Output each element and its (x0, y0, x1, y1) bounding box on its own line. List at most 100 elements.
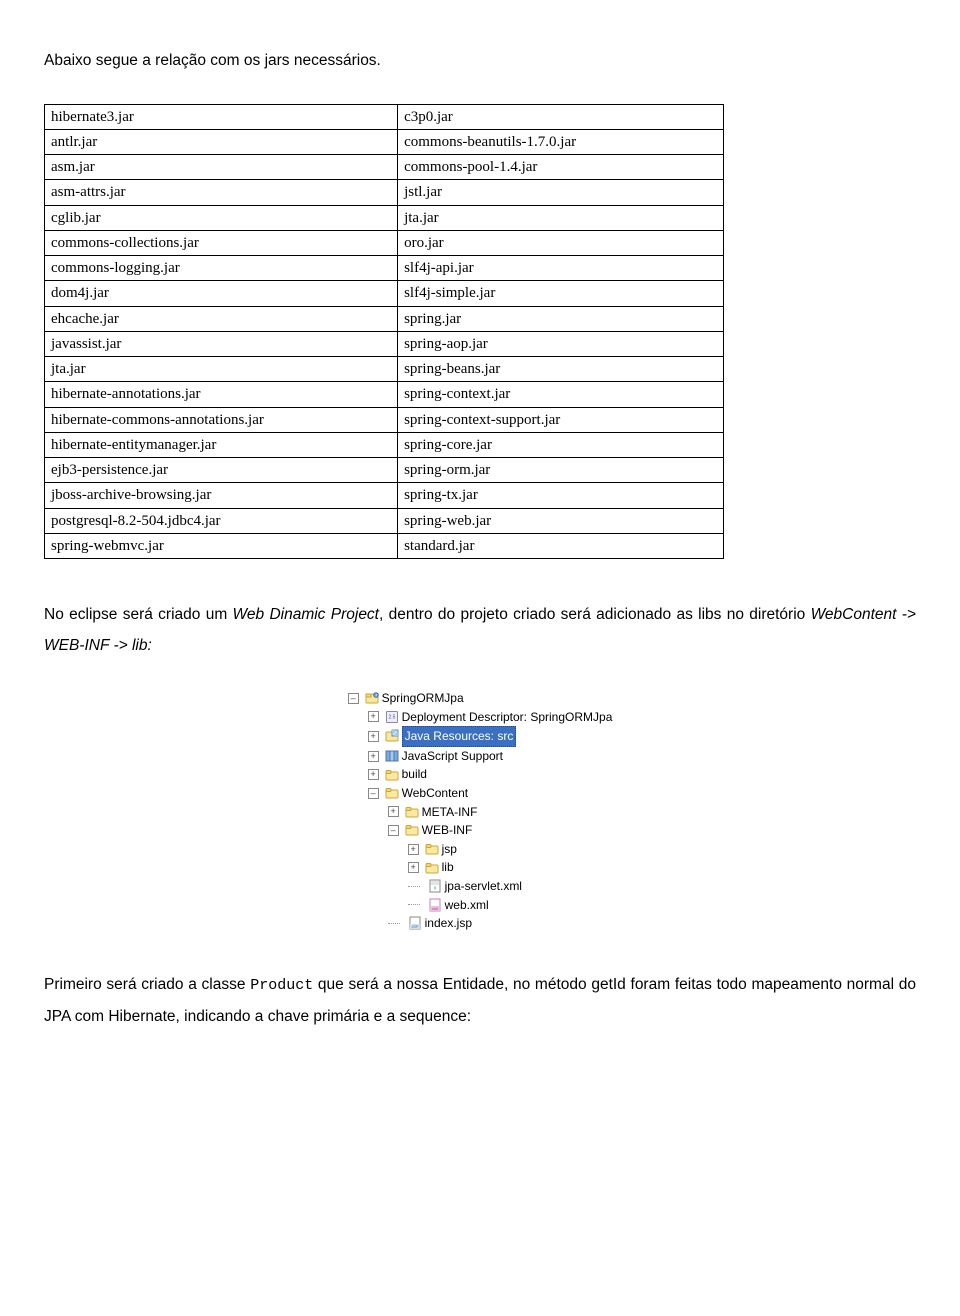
tree-item-label: Java Resources: src (402, 726, 517, 747)
table-cell-right: slf4j-api.jar (398, 256, 724, 281)
jslib-icon (385, 749, 399, 763)
table-row: commons-logging.jarslf4j-api.jar (45, 256, 724, 281)
tree-item-label: JavaScript Support (402, 747, 503, 766)
collapse-icon: – (348, 693, 359, 704)
table-cell-right: spring-core.jar (398, 432, 724, 457)
project-tree-screenshot: –JSpringORMJpa+2.5Deployment Descriptor:… (44, 689, 916, 933)
table-cell-left: jboss-archive-browsing.jar (45, 483, 398, 508)
tree-item-label: jsp (442, 840, 457, 859)
tree-item: – J SpringORMJpa (348, 689, 613, 708)
tree-item-label: build (402, 765, 427, 784)
table-cell-left: asm-attrs.jar (45, 180, 398, 205)
folder-icon (385, 768, 399, 782)
table-cell-left: postgresql-8.2-504.jdbc4.jar (45, 508, 398, 533)
expand-icon: + (408, 844, 419, 855)
table-row: asm.jarcommons-pool-1.4.jar (45, 155, 724, 180)
table-cell-left: spring-webmvc.jar (45, 533, 398, 558)
table-cell-right: spring-orm.jar (398, 458, 724, 483)
collapse-icon: – (368, 788, 379, 799)
table-cell-right: c3p0.jar (398, 104, 724, 129)
table-cell-right: spring-web.jar (398, 508, 724, 533)
table-row: spring-webmvc.jarstandard.jar (45, 533, 724, 558)
folder-icon (425, 861, 439, 875)
table-cell-left: commons-collections.jar (45, 230, 398, 255)
folder-icon (385, 786, 399, 800)
javapkg-icon (385, 729, 399, 743)
table-cell-right: oro.jar (398, 230, 724, 255)
table-cell-right: jstl.jar (398, 180, 724, 205)
tree-item: + META-INF (348, 803, 613, 822)
table-cell-left: javassist.jar (45, 331, 398, 356)
table-cell-left: hibernate3.jar (45, 104, 398, 129)
table-row: javassist.jarspring-aop.jar (45, 331, 724, 356)
tree-item: – WEB-INF (348, 821, 613, 840)
expand-icon: + (368, 731, 379, 742)
table-cell-right: commons-pool-1.4.jar (398, 155, 724, 180)
folder-icon (405, 823, 419, 837)
table-row: antlr.jarcommons-beanutils-1.7.0.jar (45, 129, 724, 154)
tree-item: xml web.xml (348, 896, 613, 915)
tree-item-label: web.xml (445, 896, 489, 915)
tree-item: JSP index.jsp (348, 914, 613, 933)
text-span: No eclipse será criado um (44, 606, 233, 623)
xml-icon: X (428, 879, 442, 893)
tree-item: Xjpa-servlet.xml (348, 877, 613, 896)
table-cell-right: spring-context-support.jar (398, 407, 724, 432)
jars-table: hibernate3.jarc3p0.jarantlr.jarcommons-b… (44, 104, 724, 560)
table-row: dom4j.jarslf4j-simple.jar (45, 281, 724, 306)
svg-text:2.5: 2.5 (388, 714, 395, 720)
table-cell-left: ehcache.jar (45, 306, 398, 331)
table-row: ejb3-persistence.jarspring-orm.jar (45, 458, 724, 483)
table-cell-left: asm.jar (45, 155, 398, 180)
tree-item-label: META-INF (422, 803, 478, 822)
text-span: Product (250, 977, 313, 994)
table-cell-left: hibernate-commons-annotations.jar (45, 407, 398, 432)
table-cell-right: slf4j-simple.jar (398, 281, 724, 306)
table-cell-left: hibernate-annotations.jar (45, 382, 398, 407)
table-cell-right: spring-aop.jar (398, 331, 724, 356)
jsp-icon: JSP (408, 916, 422, 930)
expand-icon: + (388, 806, 399, 817)
tree-item-label: index.jsp (425, 914, 472, 933)
svg-text:J: J (375, 694, 377, 698)
tree-item-label: WEB-INF (422, 821, 473, 840)
table-cell-left: jta.jar (45, 357, 398, 382)
table-cell-left: cglib.jar (45, 205, 398, 230)
svg-text:JSP: JSP (411, 925, 418, 929)
table-row: commons-collections.jaroro.jar (45, 230, 724, 255)
svg-text:xml: xml (432, 906, 438, 911)
tree-item: +build (348, 765, 613, 784)
tree-item: +JavaScript Support (348, 747, 613, 766)
tree-leaf-icon (408, 882, 422, 891)
table-row: postgresql-8.2-504.jdbc4.jarspring-web.j… (45, 508, 724, 533)
table-cell-right: jta.jar (398, 205, 724, 230)
table-row: cglib.jarjta.jar (45, 205, 724, 230)
table-cell-left: antlr.jar (45, 129, 398, 154)
collapse-icon: – (388, 825, 399, 836)
table-row: jta.jarspring-beans.jar (45, 357, 724, 382)
tree-leaf-icon (388, 919, 402, 928)
tree-item: + lib (348, 858, 613, 877)
table-cell-right: spring.jar (398, 306, 724, 331)
table-cell-left: commons-logging.jar (45, 256, 398, 281)
tree-item-label: lib (442, 858, 454, 877)
text-span: Primeiro será criado a classe (44, 976, 250, 993)
table-cell-left: ejb3-persistence.jar (45, 458, 398, 483)
tree-item: + Java Resources: src (348, 726, 613, 747)
tree-item-label: WebContent (402, 784, 469, 803)
tree-item-label: Deployment Descriptor: SpringORMJpa (402, 708, 613, 727)
expand-icon: + (368, 711, 379, 722)
tree-item: +2.5 Deployment Descriptor: SpringORMJpa (348, 708, 613, 727)
tree-item-label: jpa-servlet.xml (445, 877, 522, 896)
table-row: hibernate-commons-annotations.jarspring-… (45, 407, 724, 432)
tree-item: + jsp (348, 840, 613, 859)
table-row: hibernate-annotations.jarspring-context.… (45, 382, 724, 407)
table-row: asm-attrs.jarjstl.jar (45, 180, 724, 205)
xml2-icon: xml (428, 898, 442, 912)
table-cell-right: standard.jar (398, 533, 724, 558)
tree-item-label: SpringORMJpa (382, 689, 464, 708)
project-icon: J (365, 691, 379, 705)
svg-text:X: X (433, 886, 436, 891)
expand-icon: + (408, 862, 419, 873)
tree-item: – WebContent (348, 784, 613, 803)
